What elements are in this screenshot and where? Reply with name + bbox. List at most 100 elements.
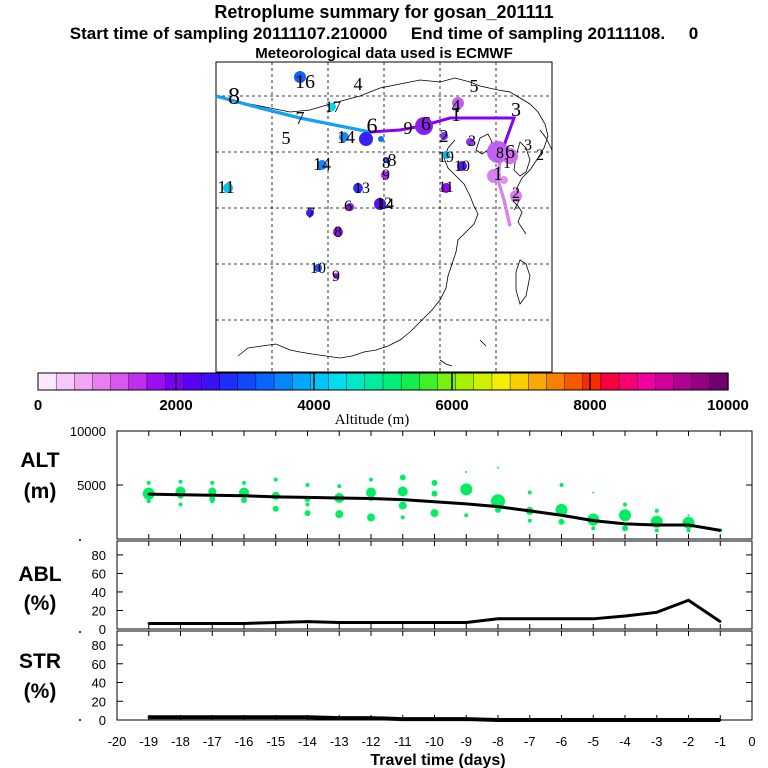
map-cluster-label: 9	[404, 118, 413, 138]
series-point	[242, 494, 246, 497]
alt-scatter-point	[559, 483, 564, 487]
alt-scatter-point	[460, 483, 473, 496]
alt-scatter-point	[178, 502, 183, 507]
series-point	[719, 529, 722, 532]
alt-scatter-point	[399, 474, 406, 481]
alt-scatter-point	[178, 479, 183, 484]
series-point	[242, 622, 246, 625]
alt-scatter-point	[497, 466, 499, 469]
alt-scatter-point	[242, 480, 246, 485]
map-cluster-label: 6	[421, 113, 431, 135]
colorbar-cell	[110, 372, 130, 391]
series-point	[719, 620, 722, 623]
map-cluster-dot	[487, 169, 501, 183]
map-cluster-label: 12	[376, 195, 392, 212]
y-tick-label: 10000	[70, 424, 106, 439]
map-cluster-label: 14	[337, 127, 355, 147]
alt-scatter-point	[398, 501, 407, 510]
map-cluster-dot	[383, 157, 389, 163]
map-cluster-label: 8	[228, 84, 240, 110]
map-cluster-dot	[333, 227, 343, 237]
series-point	[274, 495, 277, 499]
series-point	[655, 523, 658, 527]
x-tick-label: -17	[203, 734, 222, 749]
colorbar-cell	[509, 372, 529, 391]
x-tick-label: -6	[556, 734, 568, 749]
map-cluster-dot	[440, 132, 448, 140]
series-point	[655, 611, 658, 614]
colorbar-cell	[273, 372, 293, 391]
map-cluster-label: 2	[512, 185, 520, 202]
series-point	[623, 718, 627, 722]
map-cluster-dot	[442, 151, 450, 159]
colorbar-label: Altitude (m)	[335, 412, 410, 428]
panel-ylabel: STR	[19, 650, 61, 673]
map-cluster-dot	[381, 171, 389, 179]
x-tick-label: -4	[619, 734, 631, 749]
map-cluster-label: 4	[452, 96, 461, 116]
series-point	[496, 617, 500, 621]
x-tick-label: -8	[492, 734, 504, 749]
colorbar-cell	[400, 372, 421, 391]
series-point	[306, 715, 309, 719]
alt-scatter-point	[146, 499, 151, 504]
alt-scatter-point	[305, 483, 310, 487]
map-cluster-label: 1	[503, 155, 511, 172]
alt-scatter-point	[686, 528, 691, 533]
colorbar-cell	[655, 372, 675, 391]
x-tick-label: -7	[524, 734, 536, 749]
colorbar-cell	[473, 372, 493, 391]
series-point	[179, 493, 182, 496]
y-tick-label: 40	[92, 585, 106, 600]
colorbar-tick-label: 2000	[159, 397, 192, 414]
x-tick-label: 0	[748, 734, 755, 749]
alt-scatter-point	[592, 491, 595, 494]
series-point	[465, 502, 468, 506]
map-cluster-dot	[339, 132, 349, 142]
series-point	[147, 715, 150, 719]
colorbar-cell	[455, 372, 475, 391]
panel-frame	[116, 540, 753, 630]
colorbar-cell	[582, 372, 602, 391]
map-cluster-dot	[314, 264, 322, 272]
trajectory-south	[496, 159, 512, 227]
y-tick-label: 80	[92, 638, 106, 653]
colorbar-cell	[673, 372, 693, 391]
map-cluster-dot	[415, 117, 433, 135]
map-cluster-label: 6	[367, 113, 378, 138]
map-cluster-label: 1	[451, 104, 461, 126]
colorbar-cell	[564, 372, 584, 391]
series-point	[401, 717, 404, 721]
series-point	[338, 716, 341, 720]
x-tick-label: -16	[235, 734, 254, 749]
series-point	[147, 622, 150, 625]
x-tick-label: -14	[298, 734, 317, 749]
x-tick-label: -19	[139, 734, 158, 749]
series-point	[687, 523, 690, 527]
colorbar-cell	[255, 372, 275, 391]
series-point	[528, 509, 531, 513]
map-cluster-dot	[306, 209, 314, 217]
series-point	[592, 519, 595, 522]
alt-scatter-point	[527, 518, 532, 523]
map-cluster-label: 8	[496, 145, 504, 162]
x-tick-label: -9	[460, 734, 472, 749]
series-point	[274, 715, 277, 719]
series-point	[179, 622, 182, 625]
series-line-abl	[148, 598, 722, 625]
alt-scatter-point	[591, 526, 596, 531]
map-cluster-dot	[457, 161, 467, 171]
x-tick-label: -10	[425, 734, 444, 749]
map-cluster-label: 11	[438, 179, 453, 196]
map-cluster-dot	[359, 132, 373, 146]
alt-scatter-point	[619, 509, 631, 522]
map-cluster-dot	[502, 148, 518, 164]
series-point	[560, 514, 563, 517]
alt-scatter-point	[431, 490, 438, 497]
map-cluster-label: 8	[388, 150, 397, 170]
map-cluster-label: 19	[438, 149, 454, 166]
alt-scatter-point	[555, 503, 568, 516]
x-tick-label: -3	[651, 734, 663, 749]
y-tick-label: 60	[92, 657, 106, 672]
